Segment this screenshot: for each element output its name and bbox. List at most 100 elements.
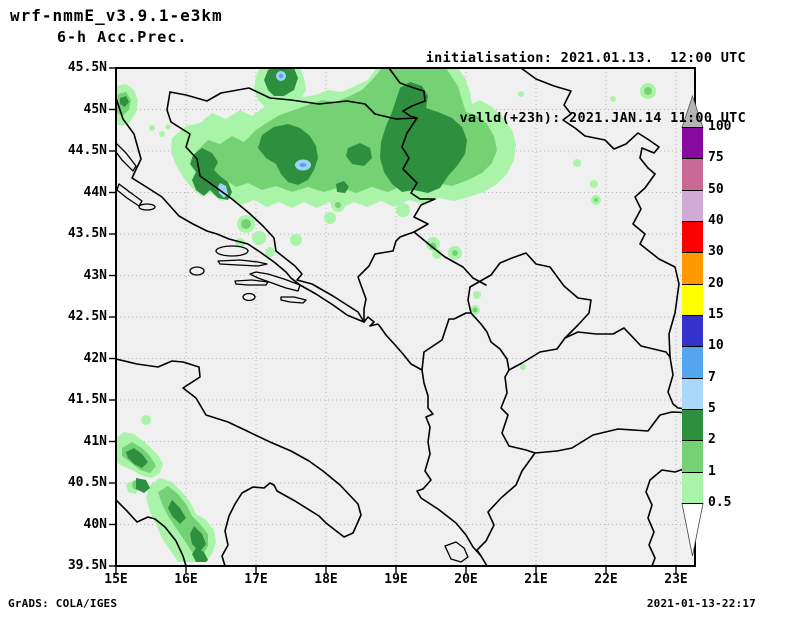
lat-tick-label: 44N — [83, 184, 107, 200]
border-albania-macedonia — [500, 369, 536, 454]
precip-dark-italy-2 — [136, 478, 150, 493]
colorbar-level-label: 0.5 — [708, 494, 732, 510]
colorbar-level-label: 2 — [708, 432, 716, 448]
precip-cell — [573, 159, 581, 167]
product-title: 6-h Acc.Prec. — [57, 28, 188, 46]
initialisation-time: initialisation: 2021.01.13. 12:00 UTC — [425, 50, 746, 66]
island-pag — [116, 142, 137, 172]
border-croatia-serbia-danube — [388, 68, 426, 119]
lat-tick-label: 43.5N — [67, 226, 107, 241]
lat-tick-label: 42N — [83, 350, 107, 366]
precip-cell — [520, 364, 526, 370]
lon-tick-label: 18E — [314, 572, 338, 587]
colorbar-segment — [682, 189, 703, 221]
precip-dark-italy-1 — [126, 448, 148, 468]
precip-cell — [590, 180, 598, 188]
colorbar-segment — [682, 283, 703, 315]
border-macedonia-greece — [534, 411, 695, 454]
lat-tick-label: 39.5N — [67, 558, 107, 573]
axis-ticks — [109, 67, 677, 573]
lat-tick-label: 44.5N — [67, 143, 107, 158]
precip-dark-italy-4 — [190, 526, 206, 552]
colorbar-level-label: 20 — [708, 275, 724, 291]
island-kornati — [138, 203, 156, 211]
model-title: wrf-nmmE_v3.9.1-e3km — [10, 6, 223, 25]
creation-timestamp: 2021-01-13-22:17 — [646, 597, 756, 610]
precip-cell — [252, 231, 266, 245]
precip-dark-main — [380, 82, 467, 193]
border-serbia-macedonia — [564, 327, 671, 358]
coastline-italy-adriatic — [116, 358, 362, 566]
colorbar-segment — [682, 440, 703, 472]
lat-tick-label: 42.5N — [67, 309, 107, 324]
precip-cell — [518, 91, 524, 97]
coastline-italy-tyrrhenian — [116, 499, 187, 566]
lon-tick-label: 17E — [244, 572, 268, 587]
precip-cell — [265, 247, 275, 257]
precip-cell-mid — [452, 250, 458, 256]
island-korcula — [234, 279, 269, 286]
border-serbia-montenegro — [413, 231, 487, 286]
precip-cell — [432, 249, 442, 259]
lat-tick-label: 41.5N — [67, 392, 107, 407]
lat-tick-label: 40.5N — [67, 475, 107, 490]
precip-cell-mid — [594, 198, 598, 202]
coastlines-and-borders — [116, 68, 695, 566]
island-vis — [189, 266, 205, 276]
lat-tick-label: 40N — [83, 516, 107, 532]
lat-tick-label: 45N — [83, 101, 107, 117]
border-macedonia-bulgaria — [667, 356, 695, 411]
lon-tick-label: 16E — [174, 572, 198, 587]
coastline-adriatic-east — [116, 97, 488, 566]
colorbar-level-label: 100 — [708, 119, 732, 134]
border-albania-greece — [476, 452, 536, 557]
precip-cell — [396, 203, 410, 217]
island-lastovo — [242, 292, 256, 302]
colorbar-segment — [682, 158, 703, 190]
precip-cell — [610, 96, 616, 102]
precip-dark-small — [346, 143, 372, 166]
precip-cell — [159, 131, 165, 137]
precip-cell-mid — [644, 87, 652, 95]
border-croatia-bosnia-una — [166, 91, 365, 323]
peljesac-peninsula — [249, 271, 301, 292]
colorbar-segment — [682, 252, 703, 284]
colorbar-level-label: 10 — [708, 338, 724, 354]
border-montenegro-albania — [421, 312, 472, 371]
border-romania-serbia-danube — [520, 68, 660, 175]
island-brac — [215, 245, 249, 257]
colorbar-level-label: 1 — [708, 463, 716, 479]
island-hvar — [217, 259, 268, 267]
lon-tick-label: 22E — [594, 572, 618, 587]
colorbar-level-label: 5 — [708, 400, 716, 416]
colorbar-segment — [682, 314, 703, 347]
colorbar-level-label: 30 — [708, 244, 724, 260]
colorbar-segment — [682, 346, 703, 378]
precip-cell — [165, 124, 171, 130]
precip-cell-mid — [241, 219, 251, 229]
border-bosnia-serbia-drina — [401, 117, 436, 233]
coastline-greece-aegean — [645, 464, 695, 566]
colorbar-level-label: 50 — [708, 181, 724, 197]
lon-tick-label: 23E — [664, 572, 688, 587]
colorbar-level-label: 75 — [708, 150, 724, 166]
precip-blue-topedge-core — [278, 73, 284, 79]
precipitation-shading — [116, 68, 656, 562]
precip-dark-dot — [336, 181, 349, 193]
precip-dark-topleft — [120, 96, 129, 107]
colorbar-level-label: 40 — [708, 212, 724, 228]
colorbar-level-label: 15 — [708, 306, 724, 322]
island-corfu — [444, 541, 469, 563]
colorbar-level-label: 7 — [708, 369, 716, 385]
colorbar-segment — [682, 220, 703, 253]
precip-cell — [290, 234, 302, 246]
grads-credit: GrADS: COLA/IGES — [8, 597, 118, 610]
map-area — [116, 68, 695, 566]
precip-cell — [473, 291, 481, 299]
border-bosnia-montenegro — [357, 231, 415, 323]
colorbar-segment — [682, 127, 703, 159]
precip-cell-mid — [335, 202, 341, 208]
lon-tick-label: 15E — [104, 572, 128, 587]
